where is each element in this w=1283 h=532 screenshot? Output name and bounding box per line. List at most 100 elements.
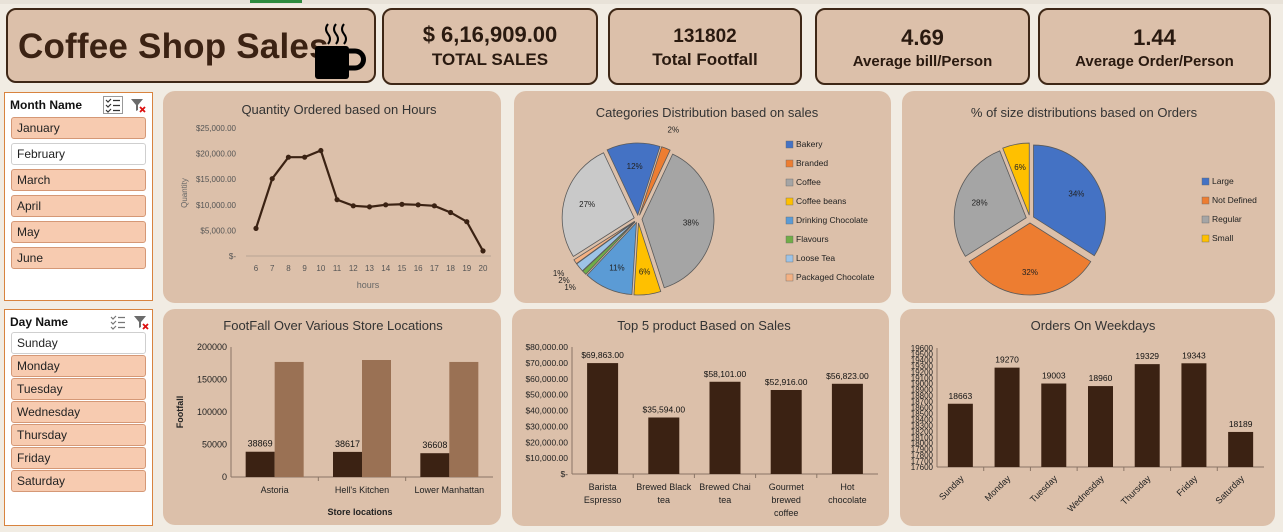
- bar: [831, 383, 863, 474]
- x-tick-label: 15: [397, 264, 406, 273]
- bar: [1088, 386, 1113, 467]
- x-tick-label: 8: [286, 264, 291, 273]
- slice-label: 6%: [1014, 163, 1026, 172]
- data-point: [302, 154, 308, 160]
- data-point: [480, 248, 486, 254]
- data-point: [431, 203, 437, 209]
- x-tick-label: 18: [446, 264, 455, 273]
- y-tick-label: 18500: [911, 409, 934, 418]
- month-slicer: Month Name January February March April May J…: [4, 92, 153, 301]
- x-tick-label: tea: [719, 495, 732, 505]
- slicer-item-sunday[interactable]: Sunday: [11, 332, 146, 354]
- legend-swatch: [1201, 234, 1210, 243]
- y-tick-label: 18600: [911, 404, 934, 413]
- x-tick-label: Wednesday: [1065, 473, 1106, 514]
- data-point: [366, 204, 373, 210]
- legend-swatch: [785, 140, 794, 149]
- y-tick-label: 18200: [911, 427, 934, 436]
- legend-label: Loose Tea: [796, 253, 835, 263]
- data-point: [253, 225, 259, 231]
- chart-title: Top 5 product Based on Sales: [617, 318, 791, 333]
- pie-slice: [1002, 142, 1030, 216]
- legend-label: Flavours: [796, 234, 829, 244]
- x-tick-label: Hell's Kitchen: [335, 485, 389, 495]
- y-tick-label: 17900: [911, 445, 934, 454]
- x-tick-label: Brewed Chai: [699, 482, 751, 492]
- x-tick-label: 7: [270, 264, 275, 273]
- pie-slice: [586, 221, 637, 295]
- slice-label: 38%: [683, 218, 699, 227]
- clear-filter-icon[interactable]: [129, 96, 147, 114]
- slicer-item-monday[interactable]: Monday: [11, 355, 146, 377]
- multi-select-icon[interactable]: [108, 313, 128, 331]
- slice-label: 34%: [1068, 189, 1084, 198]
- pie-slice: [968, 222, 1092, 296]
- y-tick-label: 17700: [911, 457, 934, 466]
- x-tick-label: Friday: [1175, 473, 1200, 498]
- bar: [245, 451, 275, 477]
- dashboard-title: Coffee Shop Sales: [18, 27, 329, 66]
- pie-slice: [561, 152, 635, 258]
- data-label: 36608: [422, 440, 447, 450]
- slice-label: 6%: [639, 268, 651, 277]
- data-point: [285, 154, 292, 160]
- y-tick-label: 17800: [911, 451, 934, 460]
- slicer-item-friday[interactable]: Friday: [11, 447, 146, 469]
- y-tick-label: $20,000.00: [196, 150, 237, 159]
- month-slicer-header: Month Name: [10, 98, 82, 112]
- slicer-item-march[interactable]: March: [11, 169, 146, 191]
- x-tick-label: Espresso: [584, 495, 622, 505]
- slicer-item-thursday[interactable]: Thursday: [11, 424, 146, 446]
- pie-slice: [573, 220, 635, 265]
- data-label: 38617: [335, 439, 360, 449]
- footfall-bar-chart: FootFall Over Various Store Locations 0 50…: [175, 318, 493, 517]
- slicer-item-february[interactable]: February: [11, 143, 146, 165]
- y-axis-title: Footfall: [175, 396, 185, 429]
- bar: [709, 381, 741, 474]
- slicer-item-may[interactable]: May: [11, 221, 146, 243]
- multi-select-icon[interactable]: [103, 96, 123, 114]
- chart-title: Orders On Weekdays: [1031, 318, 1156, 333]
- pie-slice: [633, 222, 662, 296]
- clear-filter-icon[interactable]: [132, 313, 150, 331]
- y-tick-label: $40,000.00: [525, 406, 568, 416]
- y-tick-label: 18700: [911, 398, 934, 407]
- y-tick-label: 0: [222, 472, 227, 482]
- y-tick-label: $60,000.00: [525, 374, 568, 384]
- y-tick-label: $70,000.00: [525, 358, 568, 368]
- slice-label: 1%: [564, 283, 576, 292]
- y-tick-label: 200000: [197, 342, 227, 352]
- x-tick-label: Hot: [840, 482, 855, 492]
- slice-label: 2%: [558, 276, 570, 285]
- slicer-item-january[interactable]: January: [11, 117, 146, 139]
- y-tick-label: $80,000.00: [525, 342, 568, 352]
- slicer-item-april[interactable]: April: [11, 195, 146, 217]
- data-point: [464, 219, 470, 225]
- average-order-value: 1.44: [1133, 25, 1176, 50]
- y-tick-label: 19200: [911, 368, 934, 377]
- data-point: [318, 147, 324, 154]
- x-tick-label: Monday: [983, 473, 1013, 503]
- data-label: 19003: [1042, 371, 1066, 381]
- slicer-item-tuesday[interactable]: Tuesday: [11, 378, 146, 400]
- total-sales-label: TOTAL SALES: [431, 50, 549, 69]
- total-sales-value: $ 6,16,909.00: [422, 22, 558, 47]
- sizes-pie-chart-panel: % of size distributions based on Orders 3…: [902, 91, 1275, 303]
- slicer-item-june[interactable]: June: [11, 247, 146, 269]
- x-axis-title: hours: [357, 280, 380, 290]
- y-tick-label: 18400: [911, 415, 934, 424]
- bar: [1134, 364, 1160, 467]
- data-label: $35,594.00: [643, 404, 686, 414]
- total-footfall-card: 131802 Total Footfall: [608, 8, 802, 85]
- bar: [274, 361, 304, 477]
- chart-title: Categories Distribution based on sales: [596, 105, 819, 120]
- x-tick-label: Lower Manhattan: [415, 485, 485, 495]
- slicer-item-wednesday[interactable]: Wednesday: [11, 401, 146, 423]
- y-tick-label: $15,000.00: [196, 175, 237, 184]
- x-tick-label: Tuesday: [1028, 473, 1060, 505]
- data-label: $52,916.00: [765, 377, 808, 387]
- average-order-card: 1.44 Average Order/Person: [1038, 8, 1271, 85]
- legend-label: Coffee: [796, 177, 821, 187]
- slicer-item-saturday[interactable]: Saturday: [11, 470, 146, 492]
- bar: [362, 360, 391, 477]
